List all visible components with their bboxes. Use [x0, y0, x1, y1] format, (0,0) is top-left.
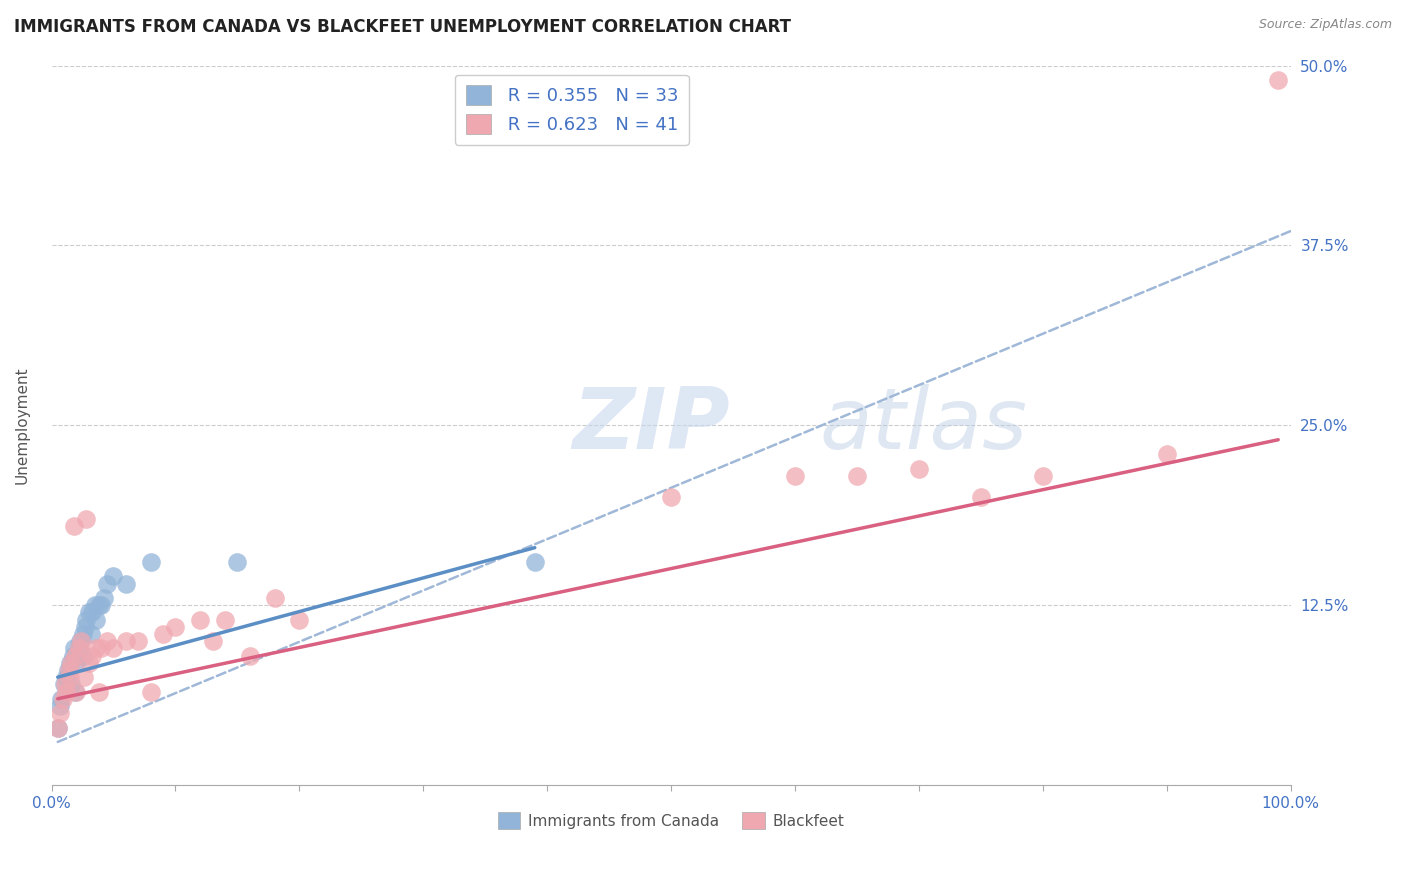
Point [115, 634, 138, 648]
Point [75, 512, 97, 526]
Point [214, 613, 236, 627]
Point [1156, 447, 1178, 461]
Point [58, 663, 80, 677]
Point [72, 627, 94, 641]
Point [77, 656, 100, 670]
Point [67, 641, 90, 656]
Point [970, 491, 993, 505]
Point [51, 691, 73, 706]
Point [1267, 73, 1289, 87]
Point [55, 670, 77, 684]
Text: Source: ZipAtlas.com: Source: ZipAtlas.com [1258, 18, 1392, 31]
Point [188, 613, 211, 627]
Text: ZIP: ZIP [572, 384, 730, 467]
Point [46, 721, 69, 735]
Point [73, 648, 96, 663]
Point [96, 576, 118, 591]
Point [226, 555, 249, 569]
Point [55, 684, 77, 698]
Point [63, 648, 86, 663]
Point [62, 648, 84, 663]
Point [73, 670, 96, 684]
Point [165, 620, 187, 634]
Point [60, 677, 83, 691]
Legend: Immigrants from Canada, Blackfeet: Immigrants from Canada, Blackfeet [492, 806, 851, 835]
Point [523, 555, 546, 569]
Point [69, 634, 91, 648]
Point [263, 591, 285, 605]
Point [90, 598, 112, 612]
Point [65, 684, 87, 698]
Point [1032, 468, 1054, 483]
Point [60, 656, 83, 670]
Text: atlas: atlas [820, 384, 1028, 467]
Point [49, 698, 72, 713]
Point [103, 569, 125, 583]
Point [783, 468, 806, 483]
Point [96, 634, 118, 648]
Point [70, 634, 93, 648]
Point [84, 613, 107, 627]
Point [87, 598, 110, 612]
Point [75, 613, 97, 627]
Point [53, 677, 76, 691]
Point [127, 634, 149, 648]
Point [52, 691, 75, 706]
Point [49, 706, 72, 720]
Point [83, 598, 105, 612]
Point [659, 491, 682, 505]
Point [63, 519, 86, 533]
Text: IMMIGRANTS FROM CANADA VS BLACKFEET UNEMPLOYMENT CORRELATION CHART: IMMIGRANTS FROM CANADA VS BLACKFEET UNEM… [14, 18, 792, 36]
Point [93, 591, 115, 605]
Point [139, 684, 162, 698]
Point [87, 684, 110, 698]
Point [46, 721, 69, 735]
Point [103, 641, 125, 656]
Point [152, 627, 174, 641]
Point [59, 656, 82, 670]
Point [239, 648, 262, 663]
Point [65, 656, 87, 670]
Point [77, 606, 100, 620]
Point [73, 620, 96, 634]
Point [139, 555, 162, 569]
Point [63, 641, 86, 656]
Point [908, 461, 931, 475]
Y-axis label: Unemployment: Unemployment [15, 367, 30, 484]
Point [82, 606, 104, 620]
Point [90, 641, 112, 656]
Point [288, 613, 311, 627]
Point [67, 641, 90, 656]
Point [80, 627, 103, 641]
Point [115, 576, 138, 591]
Point [66, 648, 89, 663]
Point [59, 670, 82, 684]
Point [201, 634, 224, 648]
Point [845, 468, 868, 483]
Point [56, 663, 79, 677]
Point [82, 648, 104, 663]
Point [63, 684, 86, 698]
Point [84, 641, 107, 656]
Point [52, 677, 75, 691]
